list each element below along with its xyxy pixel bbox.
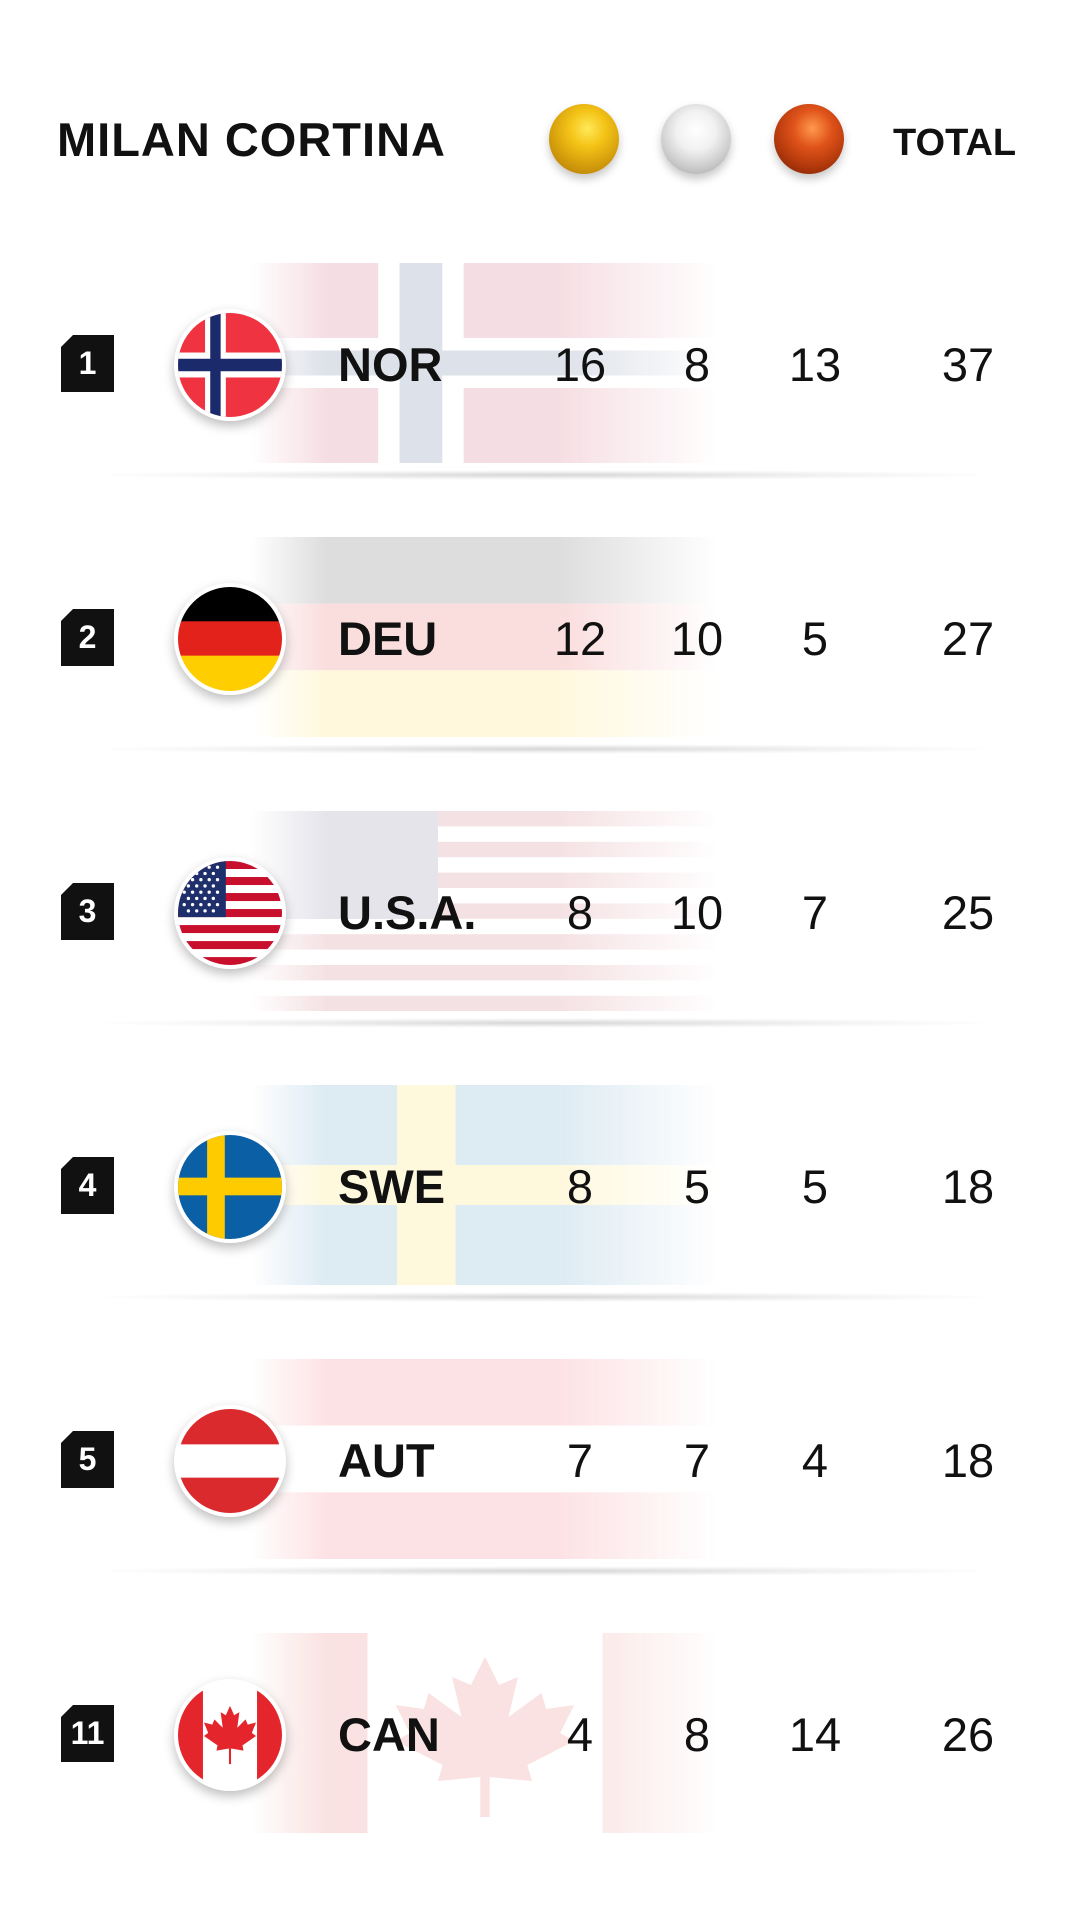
table-row: 2 DEU 12 10 5 27: [0, 507, 1080, 781]
country-code: AUT: [338, 1434, 435, 1487]
bronze-count: 5: [801, 612, 829, 665]
country-code: U.S.A.: [338, 886, 477, 939]
background-flag-germany: [250, 537, 720, 737]
total-count: 18: [941, 1160, 995, 1213]
row-divider: [95, 470, 995, 480]
country-code: SWE: [338, 1160, 446, 1213]
silver-medal-icon: [661, 104, 731, 174]
total-count: 27: [941, 612, 995, 665]
bronze-count: 14: [788, 1708, 842, 1761]
table-row: 1 NOR 16 8 13 37: [0, 233, 1080, 507]
gold-count: 4: [566, 1708, 594, 1761]
total-column-header: TOTAL: [893, 122, 1017, 164]
gold-medal-icon: [549, 104, 619, 174]
bronze-medal-icon: [774, 104, 844, 174]
table-row: 3 U.S.A. 8 10 7 25: [0, 781, 1080, 1055]
gold-count: 12: [553, 612, 607, 665]
sweden-flag-icon: [174, 1131, 286, 1243]
austria-flag-icon: [174, 1405, 286, 1517]
silver-count: 7: [683, 1434, 711, 1487]
row-divider: [95, 1566, 995, 1576]
background-flag-austria: [250, 1359, 720, 1559]
rank-badge: 11: [61, 1705, 114, 1762]
table-row: 11 CAN 4 8 14 26: [0, 1603, 1080, 1877]
norway-flag-icon: [174, 309, 286, 421]
gold-count: 16: [553, 338, 607, 391]
total-count: 37: [941, 338, 995, 391]
background-flag-usa: [250, 811, 720, 1011]
bronze-count: 5: [801, 1160, 829, 1213]
silver-count: 10: [670, 612, 724, 665]
bronze-count: 4: [801, 1434, 829, 1487]
background-flag-canada: [250, 1633, 720, 1833]
silver-count: 8: [683, 338, 711, 391]
country-code: DEU: [338, 612, 438, 665]
total-count: 18: [941, 1434, 995, 1487]
country-code: CAN: [338, 1708, 440, 1761]
row-divider: [95, 1292, 995, 1302]
gold-count: 7: [566, 1434, 594, 1487]
table-header: MILAN CORTINA TOTAL: [0, 0, 1080, 200]
bronze-count: 13: [788, 338, 842, 391]
canada-flag-icon: [174, 1679, 286, 1791]
gold-count: 8: [566, 886, 594, 939]
row-divider: [95, 744, 995, 754]
total-count: 26: [941, 1708, 995, 1761]
rank-badge: 3: [61, 883, 114, 940]
silver-count: 10: [670, 886, 724, 939]
row-divider: [95, 1018, 995, 1028]
background-flag-sweden: [250, 1085, 720, 1285]
bronze-count: 7: [801, 886, 829, 939]
rank-badge: 1: [61, 335, 114, 392]
germany-flag-icon: [174, 583, 286, 695]
rank-badge: 2: [61, 609, 114, 666]
silver-count: 5: [683, 1160, 711, 1213]
usa-flag-icon: [174, 857, 286, 969]
total-count: 25: [941, 886, 995, 939]
page-title: MILAN CORTINA: [57, 113, 446, 166]
silver-count: 8: [683, 1708, 711, 1761]
rank-badge: 5: [61, 1431, 114, 1488]
table-row: 5 AUT 7 7 4 18: [0, 1329, 1080, 1603]
table-row: 4 SWE 8 5 5 18: [0, 1055, 1080, 1329]
gold-count: 8: [566, 1160, 594, 1213]
country-code: NOR: [338, 338, 443, 391]
rank-badge: 4: [61, 1157, 114, 1214]
background-flag-norway: [250, 263, 720, 463]
